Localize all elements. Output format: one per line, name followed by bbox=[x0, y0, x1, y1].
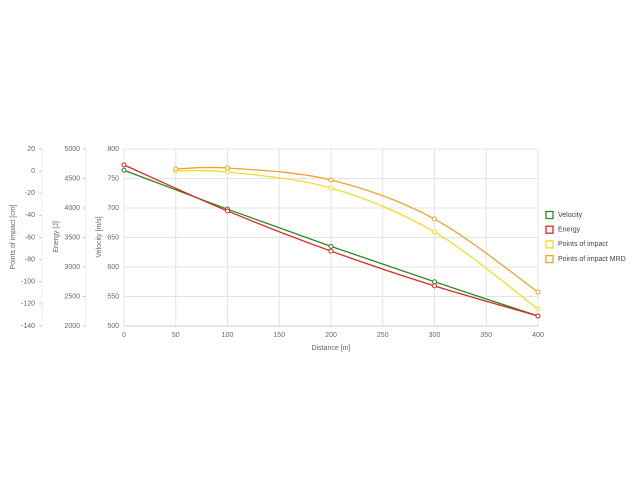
y3-tick-label: -20 bbox=[25, 190, 35, 197]
y3-tick-label: -60 bbox=[25, 234, 35, 241]
x-tick-label: 200 bbox=[325, 332, 337, 339]
x-tick-label: 300 bbox=[429, 332, 441, 339]
data-point bbox=[225, 208, 230, 214]
y3-tick-label: -100 bbox=[21, 279, 35, 286]
x-tick-label: 150 bbox=[273, 332, 285, 339]
y3-tick-label: -140 bbox=[21, 323, 35, 330]
x-tick-label: 250 bbox=[377, 332, 389, 339]
y3-tick-label: 20 bbox=[27, 146, 35, 153]
y2-tick-label: 2500 bbox=[64, 293, 80, 300]
x-tick-label: 50 bbox=[172, 332, 180, 339]
y3-tick-label: -80 bbox=[25, 256, 35, 263]
y2-tick-label: 4000 bbox=[64, 205, 80, 212]
legend-label: Points of impact bbox=[558, 241, 608, 248]
legend-swatch bbox=[545, 210, 554, 220]
y2-tick-label: 2000 bbox=[64, 323, 80, 330]
legend-swatch bbox=[545, 225, 554, 234]
data-point bbox=[121, 162, 127, 168]
x-axis-label: Distance [m] bbox=[312, 345, 351, 352]
legend-label: Energy bbox=[558, 227, 581, 234]
y-tick-label: 700 bbox=[107, 205, 119, 212]
x-tick-label: 400 bbox=[532, 332, 544, 339]
y3-tick-label: -120 bbox=[21, 301, 35, 308]
data-point bbox=[328, 248, 334, 254]
y-tick-label: 600 bbox=[107, 264, 119, 271]
y3-axis-label: Points of impact [cm] bbox=[10, 204, 17, 269]
data-point bbox=[328, 243, 334, 249]
y-tick-label: 800 bbox=[107, 146, 119, 153]
legend-swatch bbox=[545, 254, 554, 264]
legend-label: Velocity bbox=[558, 212, 583, 219]
y2-axis-label: Energy [J] bbox=[53, 221, 60, 253]
y-axis-label: Velocity [m/s] bbox=[96, 216, 103, 257]
y-tick-label: 750 bbox=[107, 175, 119, 182]
legend-label: Points of impact MRD bbox=[558, 256, 626, 263]
data-point bbox=[432, 279, 437, 285]
y3-tick-label: 0 bbox=[31, 168, 35, 175]
data-point bbox=[328, 177, 334, 183]
series-line bbox=[175, 169, 539, 310]
data-point bbox=[432, 229, 437, 235]
data-point bbox=[535, 289, 541, 295]
y3-tick-label: -40 bbox=[25, 212, 35, 219]
x-tick-label: 350 bbox=[480, 332, 492, 339]
y-tick-label: 550 bbox=[107, 293, 119, 300]
y2-tick-label: 5000 bbox=[64, 146, 80, 153]
y2-tick-label: 3000 bbox=[64, 264, 80, 271]
data-point bbox=[535, 306, 541, 312]
data-point bbox=[432, 216, 437, 222]
y2-tick-label: 3500 bbox=[64, 234, 80, 241]
data-point bbox=[225, 165, 230, 171]
y2-tick-label: 4500 bbox=[64, 175, 80, 182]
y-tick-label: 500 bbox=[107, 323, 119, 330]
data-point bbox=[328, 185, 334, 191]
data-point bbox=[535, 313, 541, 319]
data-point bbox=[225, 169, 230, 175]
x-tick-label: 100 bbox=[222, 332, 234, 339]
legend-swatch bbox=[545, 240, 554, 249]
data-point bbox=[432, 283, 437, 289]
series-line bbox=[175, 166, 539, 293]
y-tick-label: 650 bbox=[107, 234, 119, 241]
data-point bbox=[121, 167, 127, 173]
data-point bbox=[173, 166, 179, 172]
x-tick-label: 0 bbox=[122, 332, 126, 339]
